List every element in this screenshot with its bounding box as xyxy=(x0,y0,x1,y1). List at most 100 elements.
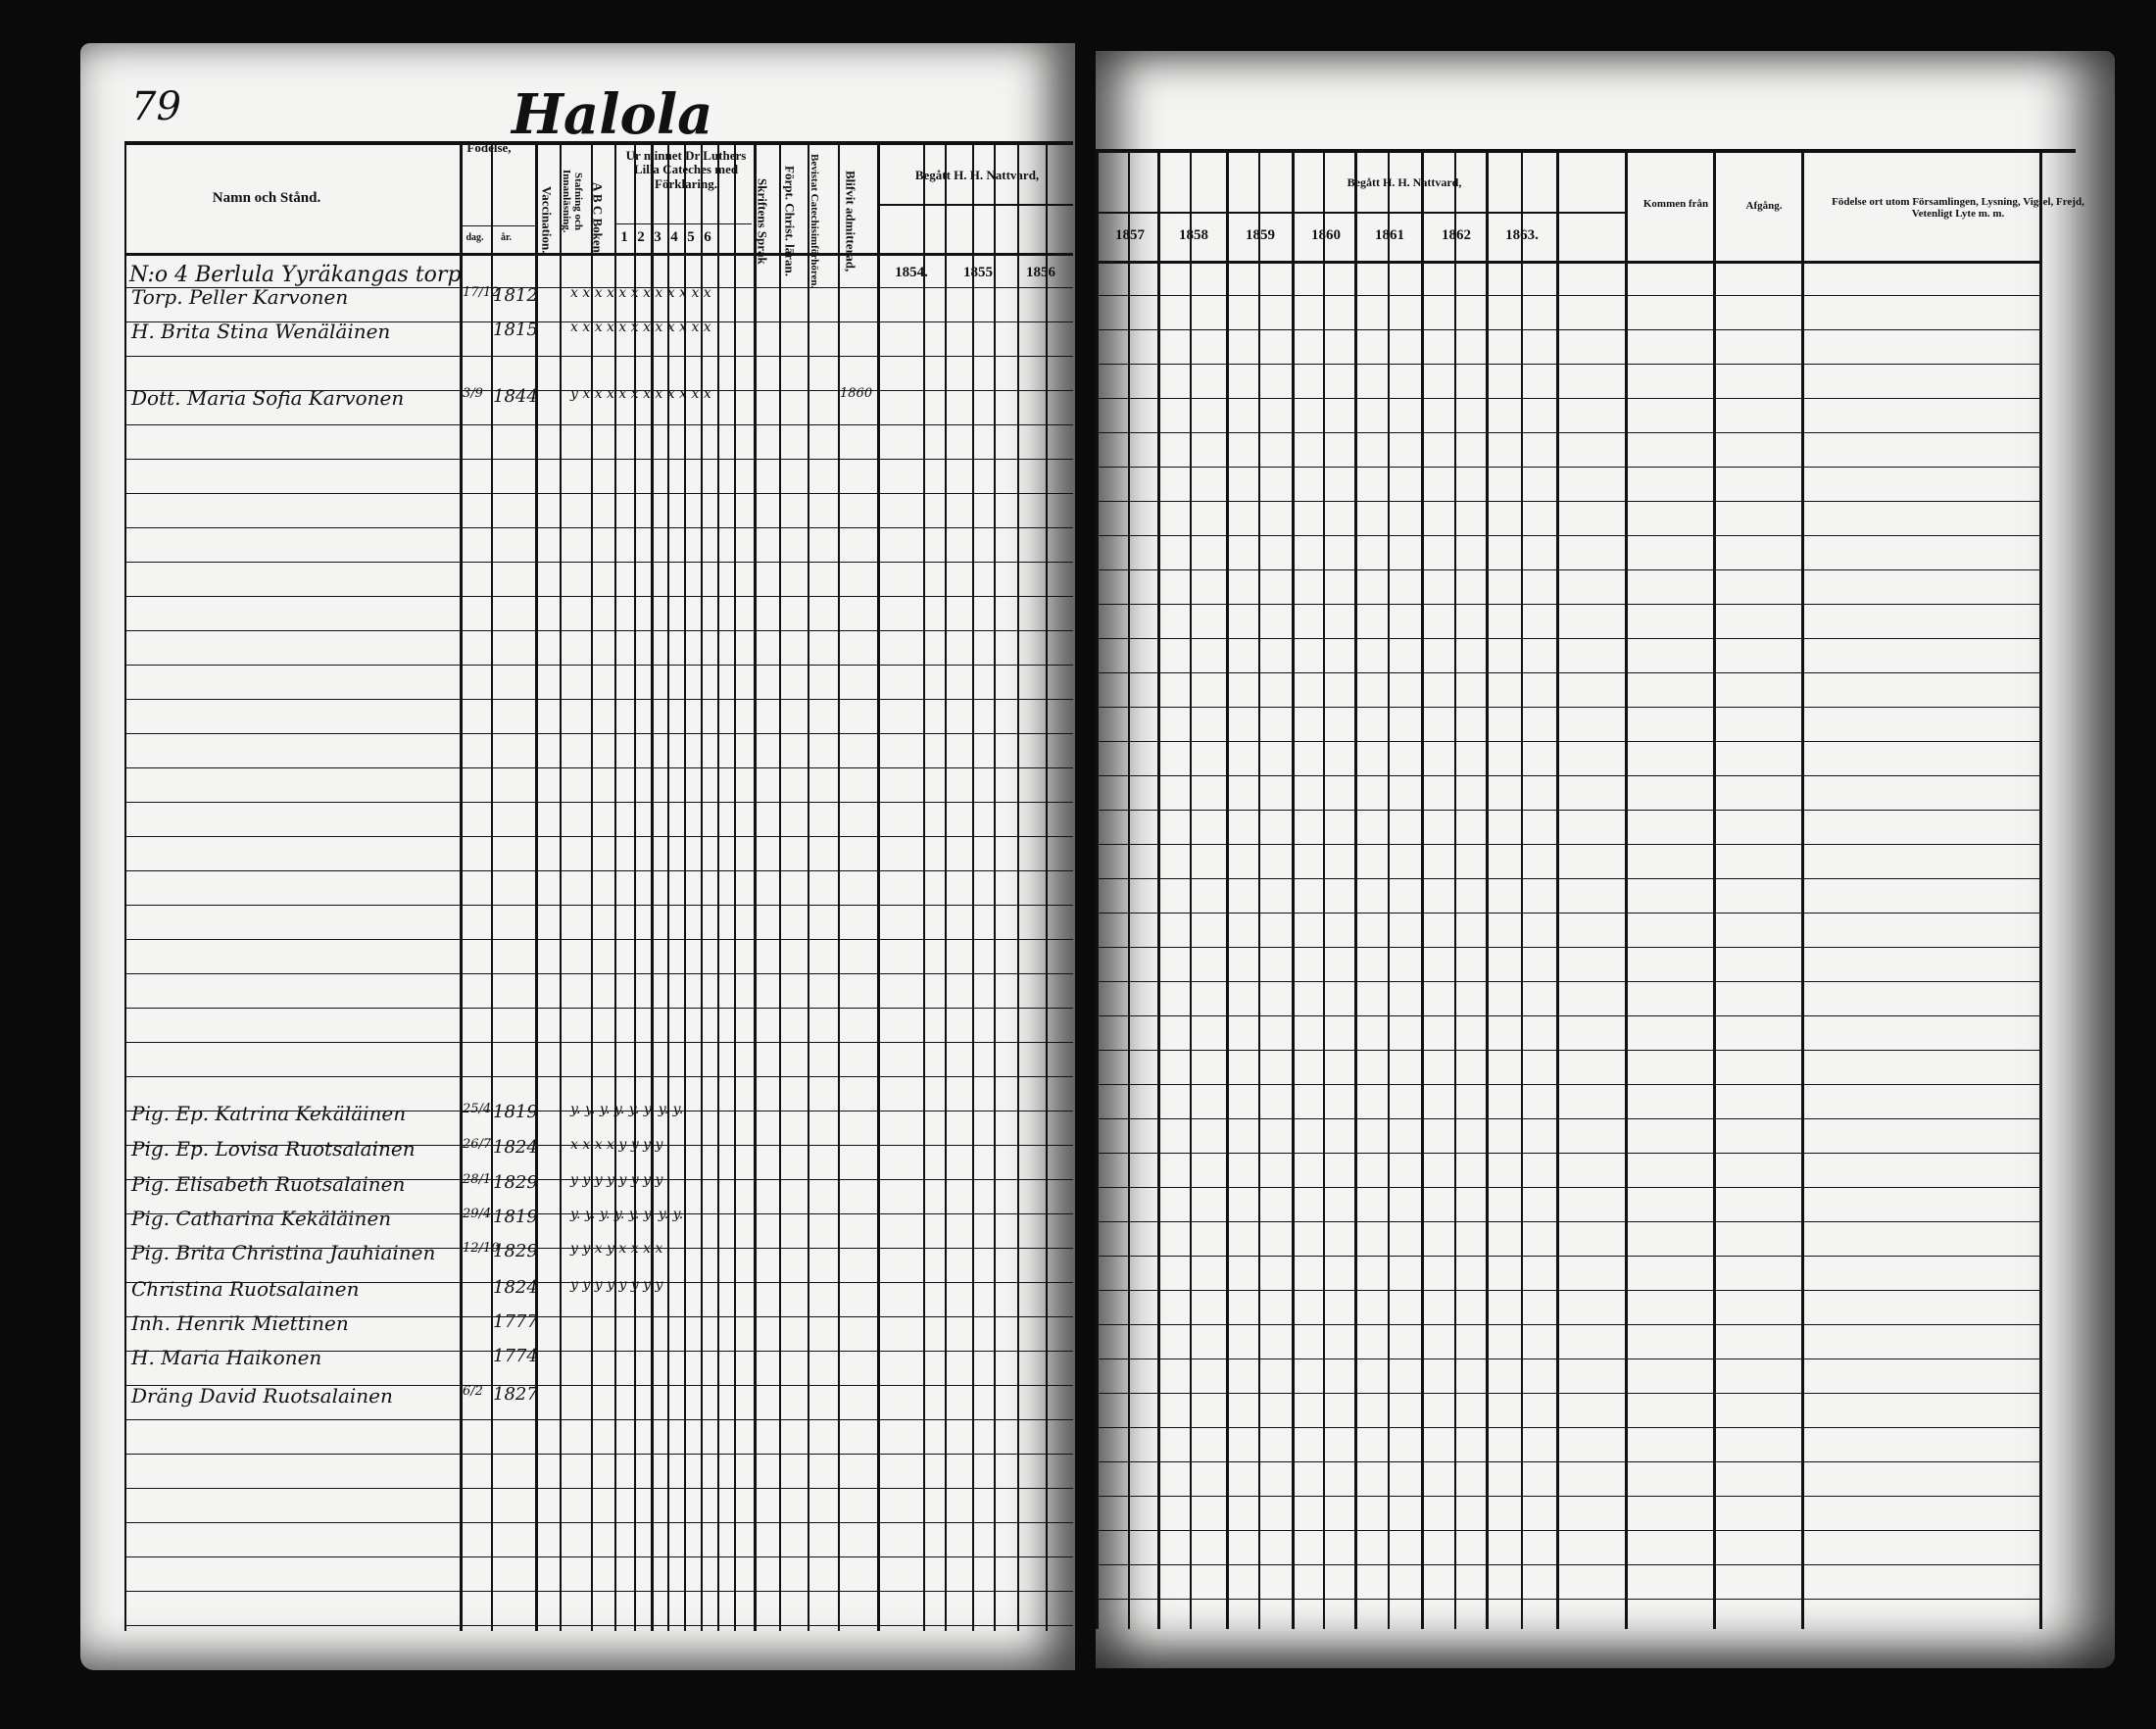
year-1855: 1855 xyxy=(963,265,993,280)
entry-catechism-marks: y. y. y. y. y. y. y. y. xyxy=(570,1207,684,1222)
row-rule xyxy=(124,1213,1073,1214)
row-rule xyxy=(1096,1427,2039,1428)
row-rule xyxy=(124,767,1073,768)
entry-birth-year: 1829 xyxy=(493,1241,538,1261)
entry-birth-year: 1829 xyxy=(493,1172,538,1193)
column-rule xyxy=(1801,153,1804,1629)
entry-name: Christina Ruotsalainen xyxy=(131,1277,360,1301)
row-rule xyxy=(124,321,1073,322)
header-top-rule xyxy=(124,141,1073,145)
row-rule xyxy=(1096,1461,2039,1462)
column-rule xyxy=(2039,153,2042,1629)
row-rule xyxy=(1096,398,2039,399)
entry-name: Pig. Brita Christina Jauhiainen xyxy=(131,1241,436,1264)
year-1857: 1857 xyxy=(1115,227,1145,243)
row-rule xyxy=(124,1076,1073,1077)
right-page: Begått H. H. Nattvard, 1857 1858 1859 1860 1… xyxy=(1096,51,2115,1668)
column-rule xyxy=(560,145,562,1631)
row-rule xyxy=(1096,1564,2039,1565)
row-rule xyxy=(124,1454,1073,1455)
row-rule xyxy=(124,1282,1073,1283)
entry-name: H. Maria Haikonen xyxy=(131,1346,322,1369)
column-rule xyxy=(1323,153,1325,1629)
header-admitted: Blifvit admitterad, xyxy=(843,171,858,272)
entry-name: H. Brita Stina Wenäläinen xyxy=(131,320,391,343)
row-rule xyxy=(1096,1530,2039,1531)
row-rule xyxy=(124,1522,1073,1523)
entry-catechism-marks: y. y. y. y. y. y. y. y. xyxy=(570,1102,684,1117)
entry-birth-year: 1844 xyxy=(493,386,538,407)
row-rule xyxy=(1096,1393,2039,1394)
row-rule xyxy=(1096,707,2039,708)
row-rule xyxy=(1096,535,2039,536)
column-rule xyxy=(734,145,736,1631)
row-rule xyxy=(124,1419,1073,1420)
column-rule xyxy=(779,145,781,1631)
entry-birth-day: 25/4 xyxy=(463,1102,492,1116)
entry-birth-day: 29/4 xyxy=(463,1207,492,1221)
entry-birth-day: 26/7 xyxy=(463,1137,492,1152)
entry-name: Dott. Maria Sofia Karvonen xyxy=(131,386,405,410)
column-rule xyxy=(701,145,703,1631)
row-rule xyxy=(1096,604,2039,605)
column-rule xyxy=(972,145,974,1631)
column-rule xyxy=(1226,153,1229,1629)
entry-catechism-marks: y y y y y y y y xyxy=(570,1277,663,1293)
row-rule xyxy=(124,1248,1073,1249)
row-rule xyxy=(124,1556,1073,1557)
entry-birth-year: 1824 xyxy=(493,1277,538,1298)
column-rule xyxy=(754,145,757,1631)
row-rule xyxy=(124,493,1073,494)
column-rule xyxy=(1046,145,1048,1631)
row-rule xyxy=(1096,364,2039,365)
subheader-rule xyxy=(460,225,536,226)
header-reading: Stafning och Innanläsning. xyxy=(561,169,585,233)
column-rule xyxy=(1556,153,1559,1629)
row-rule xyxy=(1096,261,2039,264)
entry-birth-day: 3/9 xyxy=(463,386,483,401)
column-rule xyxy=(994,145,996,1631)
entry-birth-year: 1827 xyxy=(493,1384,538,1405)
entry-birth-year: 1819 xyxy=(493,1102,538,1122)
year-1854: 1854. xyxy=(895,265,928,280)
row-rule xyxy=(1096,501,2039,502)
header-came-from: Kommen från xyxy=(1642,198,1709,210)
row-rule xyxy=(124,287,1073,288)
year-1858: 1858 xyxy=(1179,227,1208,243)
household-heading: N:o 4 Berlula Yyräkangas torp xyxy=(129,263,462,287)
entry-name: Torp. Peller Karvonen xyxy=(131,285,349,309)
row-rule xyxy=(124,1316,1073,1317)
entry-birth-day: 17/12 xyxy=(463,285,500,300)
entry-birth-day: 6/2 xyxy=(463,1384,483,1399)
row-rule xyxy=(1096,1496,2039,1497)
entry-name: Pig. Catharina Kekäläinen xyxy=(131,1207,392,1230)
row-rule xyxy=(124,1111,1073,1112)
column-rule xyxy=(877,145,880,1631)
catechism-col-4: 4 xyxy=(670,229,678,245)
column-rule xyxy=(614,145,616,1631)
row-rule xyxy=(1096,467,2039,468)
column-rule xyxy=(1521,153,1523,1629)
entry-name: Pig. Ep. Katrina Kekäläinen xyxy=(131,1102,407,1125)
catechism-col-2: 2 xyxy=(637,229,645,245)
row-rule xyxy=(124,1591,1073,1592)
row-rule xyxy=(124,1351,1073,1352)
row-rule xyxy=(1096,1358,2039,1359)
entry-catechism-marks: x x x x x x x x x x x x xyxy=(570,285,711,301)
entry-birth-year: 1824 xyxy=(493,1137,538,1158)
row-rule xyxy=(124,699,1073,700)
row-rule xyxy=(124,1042,1073,1043)
row-rule xyxy=(1096,947,2039,948)
year-1856: 1856 xyxy=(1026,265,1055,280)
row-rule xyxy=(124,836,1073,837)
row-rule xyxy=(1096,1290,2039,1291)
header-communion-right: Begått H. H. Nattvard, xyxy=(1347,175,1462,189)
column-rule xyxy=(1454,153,1456,1629)
catechism-col-5: 5 xyxy=(687,229,695,245)
row-rule xyxy=(124,562,1073,563)
row-rule xyxy=(124,459,1073,460)
entry-birth-year: 1812 xyxy=(493,285,538,306)
row-rule xyxy=(124,356,1073,357)
row-rule xyxy=(1096,981,2039,982)
row-rule xyxy=(1096,844,2039,845)
